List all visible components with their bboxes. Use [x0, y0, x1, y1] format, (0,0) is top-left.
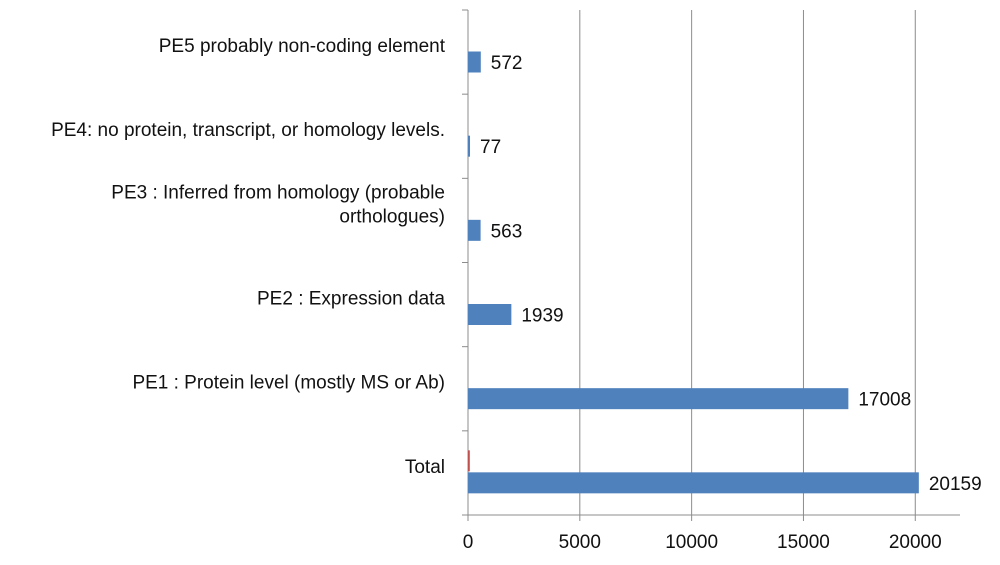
category-label-line: PE1 : Protein level (mostly MS or Ab)	[132, 373, 445, 394]
data-label-5: 20159	[929, 474, 982, 495]
category-label-line: PE4: no protein, transcript, or homology…	[51, 120, 445, 141]
bar-2	[468, 219, 481, 241]
data-label-2: 563	[491, 221, 523, 242]
category-label-3: PE2 : Expression data	[257, 289, 445, 310]
bar-1	[468, 135, 470, 157]
category-label-line: PE3 : Inferred from homology (probable	[111, 182, 445, 203]
x-tick-label-3: 15000	[777, 532, 830, 553]
category-label-line: PE2 : Expression data	[257, 289, 445, 310]
data-label-3: 1939	[521, 306, 563, 327]
category-label-0: PE5 probably non-coding element	[159, 36, 446, 57]
bar-4	[468, 388, 849, 410]
category-label-2: PE3 : Inferred from homology (probable or…	[111, 182, 445, 227]
category-label-4: PE1 : Protein level (mostly MS or Ab)	[132, 373, 445, 394]
bar-3	[468, 304, 512, 325]
x-tick-label-4: 20000	[889, 532, 942, 553]
category-label-1: PE4: no protein, transcript, or homology…	[51, 120, 445, 141]
x-tick-label-0: 0	[463, 532, 474, 553]
data-label-4: 17008	[858, 390, 911, 411]
x-tick-label-2: 10000	[665, 532, 718, 553]
bar-secondary-5	[468, 450, 470, 472]
data-label-0: 572	[491, 53, 523, 74]
category-label-line: orthologues)	[339, 206, 445, 227]
category-label-5: Total	[405, 457, 445, 478]
category-label-line: Total	[405, 457, 445, 478]
data-label-1: 77	[480, 137, 501, 158]
bar-0	[468, 51, 481, 73]
category-label-line: PE5 probably non-coding element	[159, 36, 446, 57]
x-tick-label-1: 5000	[559, 532, 601, 553]
bar-5	[468, 472, 919, 494]
